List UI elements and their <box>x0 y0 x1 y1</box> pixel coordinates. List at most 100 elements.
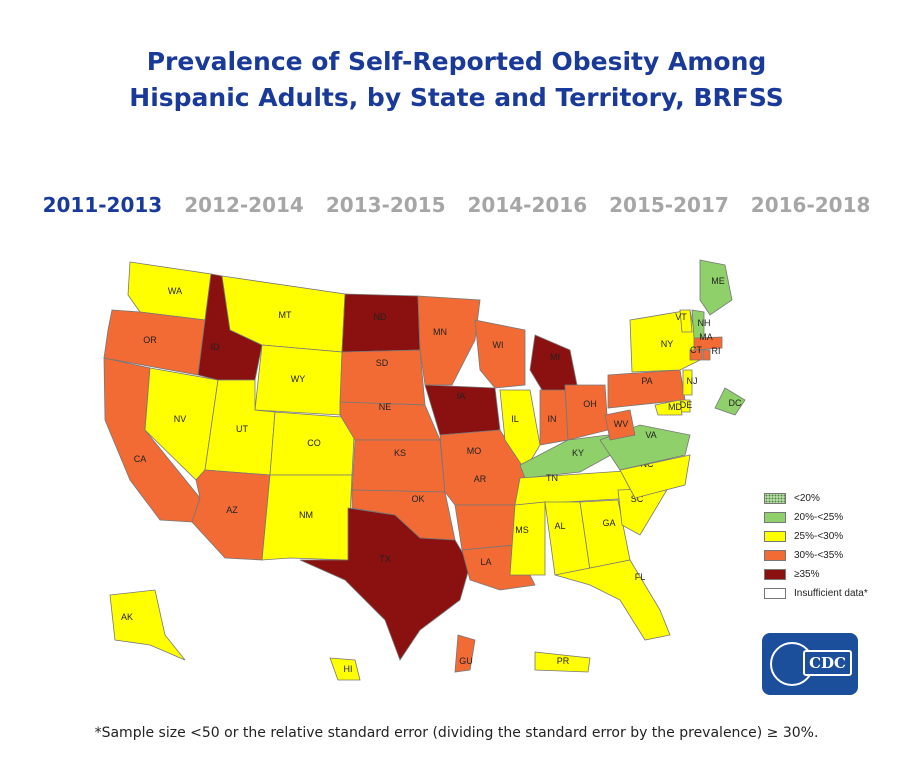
state-label-mo: MO <box>467 446 482 456</box>
state-label-ny: NY <box>661 339 674 349</box>
legend-swatch <box>764 493 786 504</box>
footnote: *Sample size <50 or the relative standar… <box>94 725 819 741</box>
us-map: WA OR CA NV ID MT WY UT CO AZ NM ND SD NE KS OK TX MN IA MO… <box>103 259 746 681</box>
year-tab-2012-2014[interactable]: 2012-2014 <box>184 193 304 217</box>
legend-swatch <box>764 531 786 542</box>
state-label-me: ME <box>711 276 725 286</box>
legend-label: <20% <box>794 493 820 504</box>
year-tab-2015-2017[interactable]: 2015-2017 <box>609 193 729 217</box>
state-label-ga: GA <box>602 518 615 528</box>
map-title-line1: Prevalence of Self-Reported Obesity Amon… <box>146 47 767 76</box>
state-label-nh: NH <box>698 318 711 328</box>
legend-swatch <box>764 550 786 561</box>
year-tab-2011-2013[interactable]: 2011-2013 <box>42 193 163 217</box>
state-label-wv: WV <box>614 419 629 429</box>
state-label-ms: MS <box>515 525 529 535</box>
state-az[interactable] <box>191 469 271 561</box>
state-label-tx: TX <box>379 554 391 564</box>
map-title: Prevalence of Self-Reported Obesity Amon… <box>0 44 913 116</box>
state-nm[interactable] <box>261 474 353 561</box>
state-label-mt: MT <box>279 310 292 320</box>
state-label-wi: WI <box>493 340 504 350</box>
state-label-fl: FL <box>635 572 646 582</box>
legend-swatch <box>764 569 786 580</box>
state-label-ia: IA <box>457 391 466 401</box>
state-label-sc: SC <box>631 494 644 504</box>
state-nc[interactable] <box>619 454 691 499</box>
state-label-in: IN <box>548 414 557 424</box>
state-il[interactable] <box>499 389 541 471</box>
state-tx[interactable] <box>299 507 471 661</box>
state-label-ri: RI <box>712 346 721 356</box>
state-label-nj: NJ <box>687 376 698 386</box>
year-tab-2013-2015[interactable]: 2013-2015 <box>325 193 446 217</box>
state-label-va: VA <box>645 430 656 440</box>
state-label-nd: ND <box>374 312 387 322</box>
state-label-wy: WY <box>291 374 306 384</box>
state-dc[interactable] <box>714 387 746 416</box>
state-label-dc: DC <box>729 398 742 408</box>
cdc-logo[interactable]: CDC <box>762 633 858 695</box>
state-ma[interactable] <box>693 336 723 351</box>
state-wv[interactable] <box>604 409 636 441</box>
state-oh[interactable] <box>564 384 609 441</box>
state-wi[interactable] <box>474 319 526 389</box>
state-label-co: CO <box>307 438 321 448</box>
state-label-vt: VT <box>675 312 687 322</box>
state-label-az: AZ <box>226 505 238 515</box>
state-fl[interactable] <box>554 559 671 641</box>
state-label-mn: MN <box>433 327 447 337</box>
state-label-nv: NV <box>174 414 187 424</box>
year-tabs: 2011-2013 2012-2014 2013-2015 2014-2016 … <box>0 193 913 217</box>
state-label-ct: CT <box>690 345 702 355</box>
state-label-ar: AR <box>474 474 487 484</box>
state-pr[interactable] <box>534 651 591 673</box>
year-tab-2016-2018[interactable]: 2016-2018 <box>750 193 871 217</box>
cdc-logo-text: CDC <box>803 650 852 676</box>
state-label-pa: PA <box>641 376 652 386</box>
state-label-ma: MA <box>699 332 713 342</box>
state-ct[interactable] <box>689 349 703 361</box>
state-ri[interactable] <box>702 349 711 361</box>
legend-swatch <box>764 512 786 523</box>
state-nj[interactable] <box>682 369 693 396</box>
state-label-il: IL <box>511 414 519 424</box>
state-label-al: AL <box>554 521 565 531</box>
state-md[interactable] <box>654 399 683 416</box>
legend-label: Insufficient data* <box>794 588 868 599</box>
state-label-gu: GU <box>459 656 473 666</box>
legend-label: 30%-<35% <box>794 550 844 561</box>
state-label-wa: WA <box>168 286 182 296</box>
state-vt[interactable] <box>679 309 693 333</box>
legend: <20% 20%-<25% 25%-<30% 30%-<35% ≥35% Ins… <box>764 489 868 603</box>
year-tab-2014-2016[interactable]: 2014-2016 <box>467 193 588 217</box>
legend-label: 20%-<25% <box>794 512 844 523</box>
state-mn[interactable] <box>417 295 481 386</box>
state-nd[interactable] <box>341 293 421 353</box>
state-label-ne: NE <box>379 402 392 412</box>
state-label-ca: CA <box>134 454 147 464</box>
state-label-nm: NM <box>299 510 313 520</box>
state-label-tn: TN <box>546 473 558 483</box>
state-label-ky: KY <box>572 448 584 458</box>
state-label-id: ID <box>211 342 221 352</box>
legend-label: ≥35% <box>794 569 820 580</box>
state-ak[interactable] <box>109 589 186 661</box>
state-label-or: OR <box>143 335 157 345</box>
state-ms[interactable] <box>509 501 546 576</box>
map-title-line2: Hispanic Adults, by State and Territory,… <box>129 83 784 112</box>
state-me[interactable] <box>699 259 733 316</box>
legend-item: 30%-<35% <box>764 546 868 565</box>
state-label-la: LA <box>480 557 491 567</box>
state-label-de: DE <box>680 400 693 410</box>
legend-item: 25%-<30% <box>764 527 868 546</box>
state-label-hi: HI <box>344 664 353 674</box>
state-ar[interactable] <box>454 504 521 551</box>
state-hi[interactable] <box>329 657 361 681</box>
state-gu[interactable] <box>454 634 476 673</box>
state-label-md: MD <box>668 402 682 412</box>
state-label-mi: MI <box>550 352 560 362</box>
legend-item: Insufficient data* <box>764 584 868 603</box>
legend-label: 25%-<30% <box>794 531 844 542</box>
legend-item: 20%-<25% <box>764 508 868 527</box>
